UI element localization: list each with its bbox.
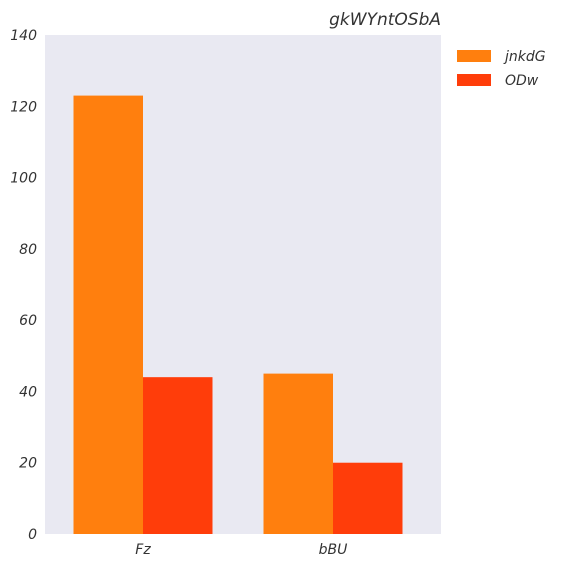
y-tick-label: 120: [10, 99, 37, 115]
legend-swatch: [457, 50, 491, 62]
y-tick-label: 0: [28, 527, 37, 543]
x-tick-label: Fz: [135, 542, 151, 558]
legend: jnkdG ODw: [457, 49, 546, 89]
bar-ODw-bBU: [333, 462, 403, 534]
legend-label: ODw: [505, 73, 539, 89]
legend-label: jnkdG: [503, 49, 546, 65]
bar-ODw-Fz: [143, 377, 213, 534]
y-tick-label: 40: [19, 384, 37, 400]
x-tick-label: bBU: [319, 542, 348, 558]
bar-jnkdG-Fz: [73, 95, 143, 534]
y-tick-label: 80: [19, 242, 37, 258]
bars: [73, 95, 403, 534]
chart-title: gkWYntOSbA: [329, 10, 441, 30]
y-tick-label: 140: [10, 28, 37, 44]
y-tick-label: 60: [19, 313, 37, 329]
x-axis-ticks: Fz bBU: [135, 542, 347, 558]
bar-jnkdG-bBU: [263, 373, 333, 534]
legend-swatch: [457, 74, 491, 86]
y-tick-label: 100: [10, 171, 37, 187]
y-axis-ticks: 0 20 40 60 80 100 120 140: [10, 28, 37, 543]
y-tick-label: 20: [19, 456, 37, 472]
